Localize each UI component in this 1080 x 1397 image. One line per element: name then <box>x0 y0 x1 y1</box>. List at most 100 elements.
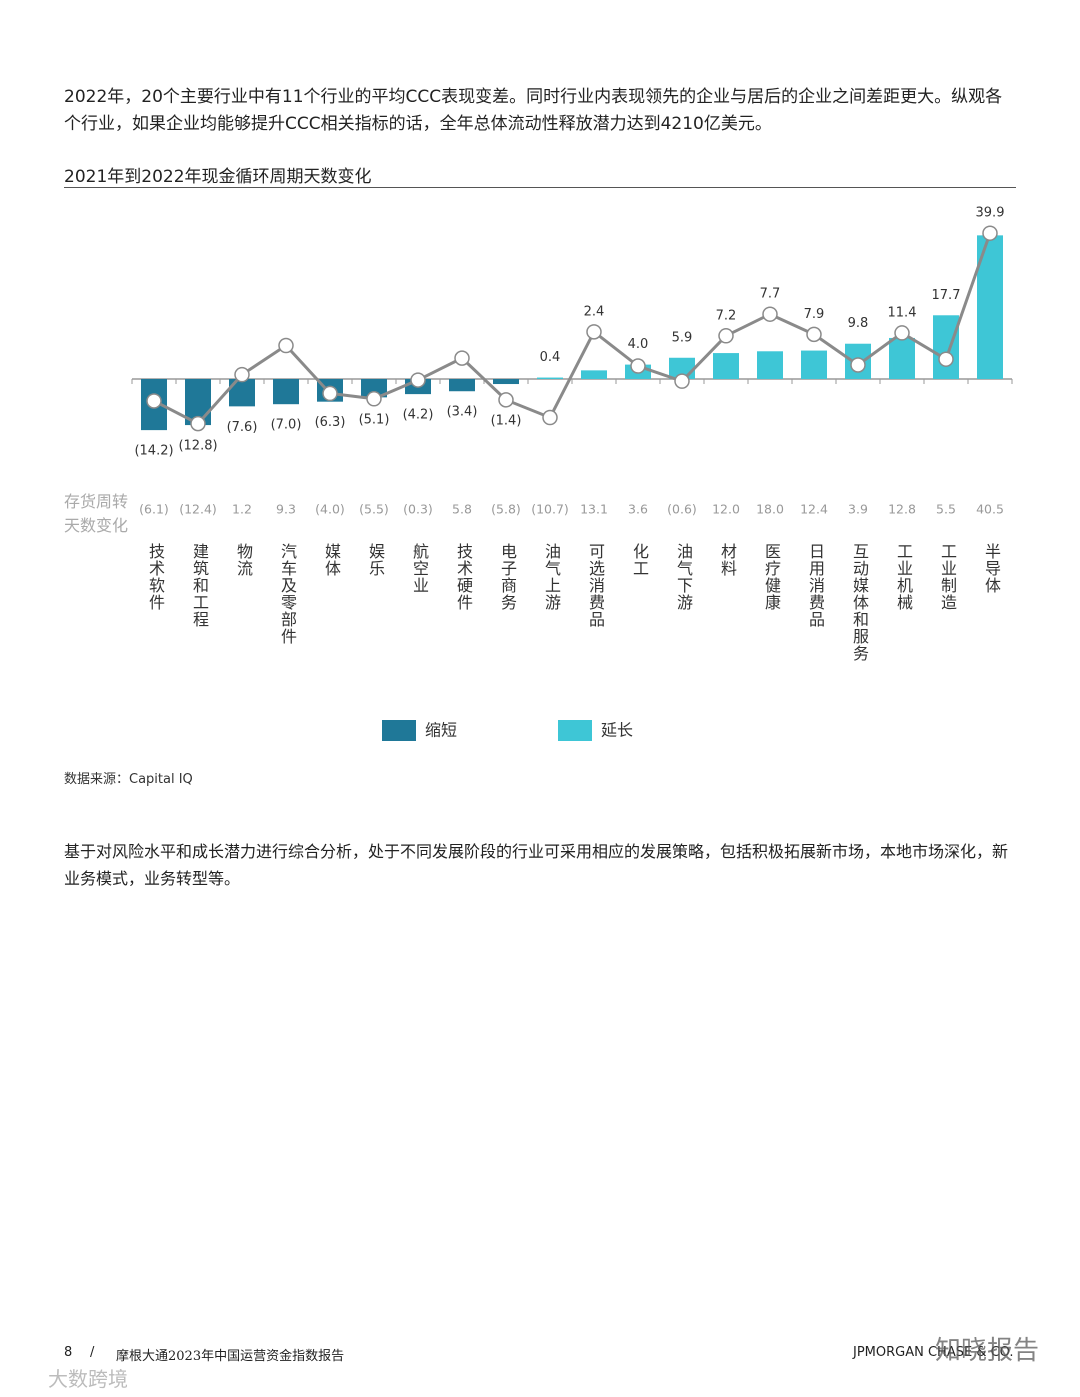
row-label: 存货周转天数变化 <box>64 492 129 535</box>
line-value-label: 5.5 <box>936 502 956 517</box>
x-tick-label: 媒体 <box>322 543 341 577</box>
bar <box>537 377 563 379</box>
line-point <box>894 325 910 341</box>
chart: (14.2) (12.8) (7.6) (7.0) (6.3) (5.1) (4.2) (3.… <box>131 206 1013 741</box>
x-tick-label: 物流 <box>234 543 253 577</box>
line-point <box>806 326 822 343</box>
line-value-label: (5.5) <box>359 502 389 517</box>
legend-label: 缩短 <box>425 721 457 740</box>
bar <box>273 379 299 405</box>
line-value-label: 18.0 <box>756 502 784 517</box>
x-tick-label: 技术软件 <box>146 543 165 611</box>
x-tick-label: 娱乐 <box>366 543 385 577</box>
bar-value-label: 5.9 <box>672 330 693 345</box>
x-tick-label: 可选消费品 <box>586 543 605 628</box>
bar-value-label: 7.2 <box>716 308 737 323</box>
bar <box>493 379 519 385</box>
line-value-label: 12.4 <box>800 502 828 517</box>
bar-value-label: 17.7 <box>932 288 961 303</box>
x-tick-label: 电子商务 <box>498 543 517 611</box>
bar-value-label: 11.4 <box>888 305 917 320</box>
line-value-label: (0.6) <box>667 502 697 517</box>
line-value-label: 40.5 <box>976 502 1004 517</box>
x-tick-label: 航空业 <box>410 543 429 594</box>
report-name: 摩根大通2023年中国运营资金指数报告 <box>116 1349 345 1364</box>
legend-swatch <box>382 720 416 741</box>
title-rule <box>64 187 1016 188</box>
line-point <box>982 225 998 241</box>
source: 数据来源：Capital IQ <box>64 772 193 787</box>
line-point <box>454 350 470 366</box>
bar-value-label: (1.4) <box>491 413 522 428</box>
x-tick-label: 材料 <box>718 543 737 577</box>
watermark: 知晓报告 <box>935 1336 1040 1366</box>
line-point <box>718 328 734 344</box>
bar-value-label: (6.3) <box>315 415 346 430</box>
line-value-label: (6.1) <box>139 502 169 517</box>
bar-value-label: (14.2) <box>134 444 173 459</box>
x-tick-label: 工业制造 <box>938 543 957 611</box>
bar-value-label: (3.4) <box>447 405 478 420</box>
x-tick-label: 日用消费品 <box>806 543 825 628</box>
paragraph: 基于对风险水平和成长潜力进行综合分析，处于不同发展阶段的行业可采用相应的发展策略… <box>64 842 1009 888</box>
bar-value-label: (5.1) <box>359 412 390 427</box>
bar-value-label: 0.4 <box>540 350 561 365</box>
chart-title: 2021年到2022年现金循环周期天数变化 <box>64 167 372 187</box>
line-value-label: 9.3 <box>276 502 296 517</box>
page-number: 8 <box>64 1345 73 1360</box>
x-tick-label: 化工 <box>630 543 649 577</box>
x-tick-label: 建筑和工程 <box>190 543 209 628</box>
line-value-label: 12.8 <box>888 502 916 517</box>
line-point <box>366 391 382 407</box>
bar <box>361 379 387 398</box>
line-point <box>190 415 206 432</box>
line-value-label: 3.9 <box>848 502 868 517</box>
line-point <box>410 372 426 388</box>
line <box>153 232 992 426</box>
x-tick-label: 油气上游 <box>542 543 561 611</box>
line-value-label: 3.6 <box>628 502 648 517</box>
paragraph: 2022年，20个主要行业中有11个行业的平均CCC表现变差。同时行业内表现领先… <box>64 87 1003 134</box>
line-value-label: (10.7) <box>531 502 569 517</box>
line-point <box>498 392 514 408</box>
line-value-label: (4.0) <box>315 502 345 517</box>
line-point <box>586 324 602 340</box>
line-point <box>938 351 954 367</box>
brand: JPMORGAN CHASE & CO. <box>853 1345 1014 1360</box>
bar-value-label: 7.7 <box>760 287 781 302</box>
line-value-label: (12.4) <box>179 502 217 517</box>
bar <box>889 337 915 379</box>
line-point <box>322 385 338 402</box>
bar-value-label: 4.0 <box>628 337 649 352</box>
line-point <box>146 393 162 409</box>
bar <box>581 370 607 379</box>
line-point <box>850 357 866 373</box>
bar-value-label: (12.8) <box>178 439 217 454</box>
bar-value-label: (7.0) <box>271 418 302 433</box>
bar <box>933 315 959 379</box>
bar-value-label: (7.6) <box>227 420 258 435</box>
line-point <box>762 306 778 322</box>
line-point <box>542 409 558 426</box>
line-value-label: (5.8) <box>491 502 521 517</box>
line-value-label: 12.0 <box>712 502 740 517</box>
legend-swatch <box>558 720 592 741</box>
line-value-label: 13.1 <box>580 502 608 517</box>
x-tick-label: 半导体 <box>982 543 1001 594</box>
bar <box>757 351 783 379</box>
x-tick-label: 工业机械 <box>894 543 913 611</box>
line-point <box>234 366 250 383</box>
line-value-label: (0.3) <box>403 502 433 517</box>
line-point <box>674 373 690 389</box>
bar <box>801 350 827 379</box>
x-tick-label: 技术硬件 <box>454 543 473 611</box>
line-point <box>630 358 646 374</box>
bar-value-label: 2.4 <box>584 304 605 319</box>
separator: / <box>90 1345 95 1360</box>
line-value-label: 5.8 <box>452 502 472 517</box>
x-tick-label: 互动媒体和服务 <box>850 543 869 662</box>
x-tick-label: 医疗健康 <box>762 543 781 611</box>
legend-label: 延长 <box>601 721 633 740</box>
bar-value-label: (4.2) <box>403 408 434 423</box>
